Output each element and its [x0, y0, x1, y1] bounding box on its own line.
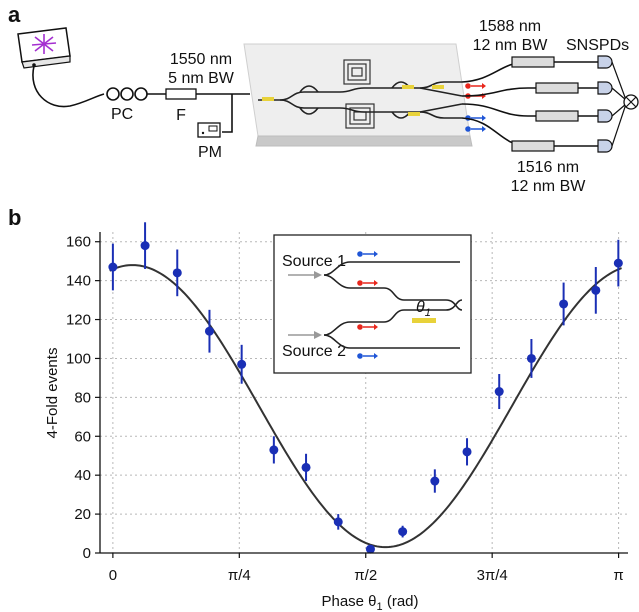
data-point: [430, 476, 440, 486]
x-tick-label: π: [613, 567, 623, 584]
data-point: [526, 353, 536, 363]
data-point: [108, 262, 118, 272]
fit-line: [109, 264, 622, 549]
x-tick-label: π/2: [354, 567, 377, 584]
laser-burst-icon: [31, 34, 57, 54]
inset-idler-photon-top-icon: [357, 251, 378, 257]
data-point: [269, 445, 279, 455]
y-axis-label: 4-Fold events: [44, 348, 61, 439]
inset-signal-photon-top-icon: [357, 280, 378, 286]
y-tick-label: 80: [74, 389, 91, 406]
y-tick-label: 40: [74, 467, 91, 484]
spiral-top: [343, 59, 371, 85]
polarization-controller: [106, 87, 148, 101]
data-point: [204, 326, 214, 336]
data-point: [301, 462, 311, 472]
idler-filter-1: [535, 110, 579, 122]
idler-filter-2: [511, 140, 555, 152]
fourfold-plot: 0 20 40 60 80 100 120 140 160 0 π/4 π/2 3π/4 π 4-Fold…: [44, 222, 628, 612]
laser-source: [17, 27, 71, 69]
y-tick-label: 160: [66, 234, 91, 251]
pump-bandwidth: 5 nm BW: [168, 70, 235, 87]
signal-filter-1: [511, 56, 555, 68]
y-tick-label: 0: [83, 545, 91, 562]
signal-wavelength: 1588 nm: [479, 18, 541, 35]
detector-label: SNSPDs: [566, 37, 629, 54]
signal-bandwidth: 12 nm BW: [473, 37, 549, 54]
inset-source-2-label: Source 2: [282, 343, 346, 360]
heater-top-2: [432, 85, 444, 89]
snspd-detectors: [597, 55, 639, 153]
power-meter: [197, 122, 221, 138]
y-tick-label: 20: [74, 506, 91, 523]
pc-label: PC: [111, 106, 133, 123]
panel-a-letter: a: [8, 2, 21, 27]
data-point: [237, 359, 247, 369]
pump-fiber: [32, 65, 105, 108]
heater-bottom: [408, 112, 420, 116]
inset-phase-label: θ1: [416, 299, 431, 319]
axes: 0 20 40 60 80 100 120 140 160 0 π/4 π/2 3π/4 π: [66, 232, 628, 584]
panel-b-letter: b: [8, 205, 21, 230]
x-axis-label: Phase θ1 (rad): [321, 593, 418, 612]
data-point: [591, 285, 601, 295]
y-tick-label: 60: [74, 428, 91, 445]
data-point: [365, 544, 375, 554]
signal-filter-2: [535, 82, 579, 94]
inset-heater: [412, 318, 436, 323]
y-tick-label: 140: [66, 273, 91, 290]
x-tick-label: 3π/4: [477, 567, 508, 584]
data-point: [559, 299, 569, 309]
idler-wavelength: 1516 nm: [517, 159, 579, 176]
data-point: [613, 258, 623, 268]
pm-label: PM: [198, 144, 222, 161]
inset-schematic: Source 1 Source 2 θ1: [273, 234, 472, 374]
pump-wavelength: 1550 nm: [170, 51, 232, 68]
inset-idler-photon-bottom-icon: [357, 353, 378, 359]
x-tick-label: π/4: [228, 567, 251, 584]
x-tick-label: 0: [109, 567, 117, 584]
data-point: [462, 447, 472, 457]
heater-input: [262, 97, 274, 101]
idler-bandwidth: 12 nm BW: [511, 178, 587, 195]
heater-top: [402, 85, 414, 89]
data-point: [398, 527, 408, 537]
inset-signal-photon-bottom-icon: [357, 324, 378, 330]
data-point: [140, 241, 150, 251]
photonic-chip: [243, 43, 473, 147]
filter-label: F: [176, 107, 186, 124]
fit-curve: [109, 264, 622, 549]
data-point: [172, 268, 182, 278]
data-point: [333, 517, 343, 527]
inset-source-1-label: Source 1: [282, 253, 346, 270]
y-tick-label: 120: [66, 312, 91, 329]
y-tick-label: 100: [66, 350, 91, 367]
data-points: [108, 222, 623, 554]
data-point: [494, 387, 504, 397]
pump-filter: [165, 88, 197, 100]
